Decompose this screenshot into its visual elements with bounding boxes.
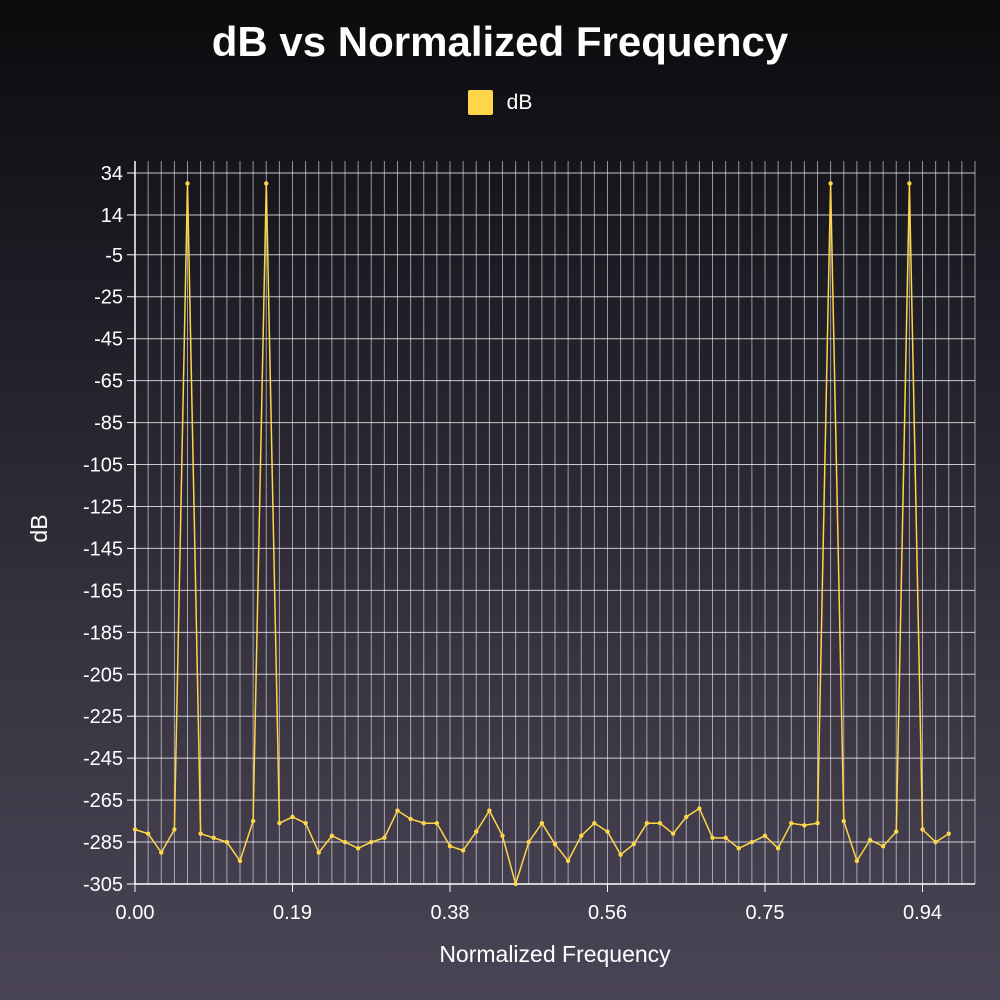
data-point [159, 850, 164, 855]
grid-lines [134, 161, 976, 885]
data-point [382, 835, 387, 841]
data-point [894, 829, 899, 834]
data-point [867, 837, 873, 843]
data-point [342, 839, 348, 845]
y-tick-label: -305 [83, 874, 123, 896]
y-tick-label: -185 [83, 622, 123, 644]
tick-labels: 34 14 -5 -25 -45 -65 -85 -105 -125 -145 -165 -185 -2… [83, 163, 942, 924]
data-point [854, 858, 860, 864]
data-point [802, 823, 807, 828]
data-point [579, 833, 584, 838]
data-point [631, 841, 636, 847]
chart-title: dB vs Normalized Frequency [211, 18, 789, 65]
data-point [132, 827, 138, 832]
data-point [565, 858, 571, 864]
y-tick-label: -125 [83, 496, 123, 518]
data-point [434, 820, 440, 826]
x-tick-label: 0.75 [746, 902, 785, 924]
data-point [211, 835, 216, 841]
series-dB [132, 181, 951, 887]
data-point [408, 816, 413, 822]
y-axis-title: dB [26, 514, 52, 542]
y-tick-label: 34 [101, 163, 123, 185]
data-point [264, 181, 269, 186]
x-axis-title: Normalized Frequency [439, 941, 671, 967]
data-point [303, 820, 308, 826]
data-point [145, 831, 151, 836]
data-point [749, 839, 755, 845]
data-point [920, 827, 925, 832]
x-tick-label: 0.00 [116, 902, 155, 924]
data-point [172, 827, 177, 832]
y-tick-label: -205 [83, 664, 123, 686]
data-point [592, 820, 597, 826]
x-tick-label: 0.38 [431, 902, 470, 924]
data-point [933, 839, 938, 845]
data-point [789, 820, 794, 826]
data-point [355, 846, 361, 851]
data-point [605, 829, 610, 834]
x-tick-label: 0.56 [588, 902, 627, 924]
data-point [224, 839, 230, 845]
data-point [487, 808, 492, 813]
data-point [723, 835, 728, 841]
y-tick-label: -65 [94, 371, 123, 393]
data-point [710, 835, 715, 841]
y-tick-label: -145 [83, 538, 123, 560]
data-point [684, 814, 689, 820]
data-point [460, 848, 466, 853]
data-point [290, 814, 295, 820]
data-point [316, 850, 321, 855]
data-point [657, 820, 663, 826]
data-point [828, 181, 833, 186]
data-point [474, 829, 479, 834]
data-point [907, 181, 912, 186]
y-tick-label: -85 [94, 413, 123, 435]
y-tick-label: -25 [94, 287, 123, 309]
y-tick-label: -5 [105, 245, 123, 267]
data-point [237, 858, 243, 864]
data-point [841, 818, 846, 824]
data-point [946, 831, 951, 836]
data-point [500, 833, 505, 838]
y-tick-label: -225 [83, 706, 123, 728]
data-point [762, 833, 768, 838]
data-point [552, 841, 558, 847]
x-tick-label: 0.94 [903, 902, 942, 924]
y-tick-label: -285 [83, 832, 123, 854]
legend: dB [0, 90, 1000, 115]
x-tick-label: 0.19 [273, 902, 312, 924]
y-tick-label: -105 [83, 455, 123, 477]
data-point [736, 846, 741, 851]
data-point [369, 839, 374, 845]
data-point [421, 820, 426, 826]
data-point [815, 820, 820, 826]
data-point [250, 818, 256, 824]
data-point [670, 831, 676, 836]
data-point [880, 844, 886, 849]
data-point [198, 831, 203, 836]
legend-swatch [467, 90, 493, 115]
y-tick-label: 14 [101, 205, 123, 227]
y-tick-label: -165 [83, 580, 123, 602]
data-point [277, 820, 282, 826]
data-point [513, 881, 518, 887]
axes [127, 161, 975, 892]
y-tick-label: -245 [83, 748, 123, 770]
legend-label: dB [506, 90, 533, 114]
data-point [539, 820, 545, 826]
data-point [526, 839, 531, 845]
data-point [644, 820, 650, 826]
data-point [697, 806, 702, 811]
data-point [618, 852, 623, 857]
data-point [775, 846, 781, 851]
data-point [185, 181, 190, 186]
data-point [395, 808, 400, 813]
y-tick-label: -265 [83, 790, 123, 812]
data-point [329, 833, 335, 838]
y-tick-label: -45 [94, 329, 123, 351]
data-point [447, 844, 453, 849]
